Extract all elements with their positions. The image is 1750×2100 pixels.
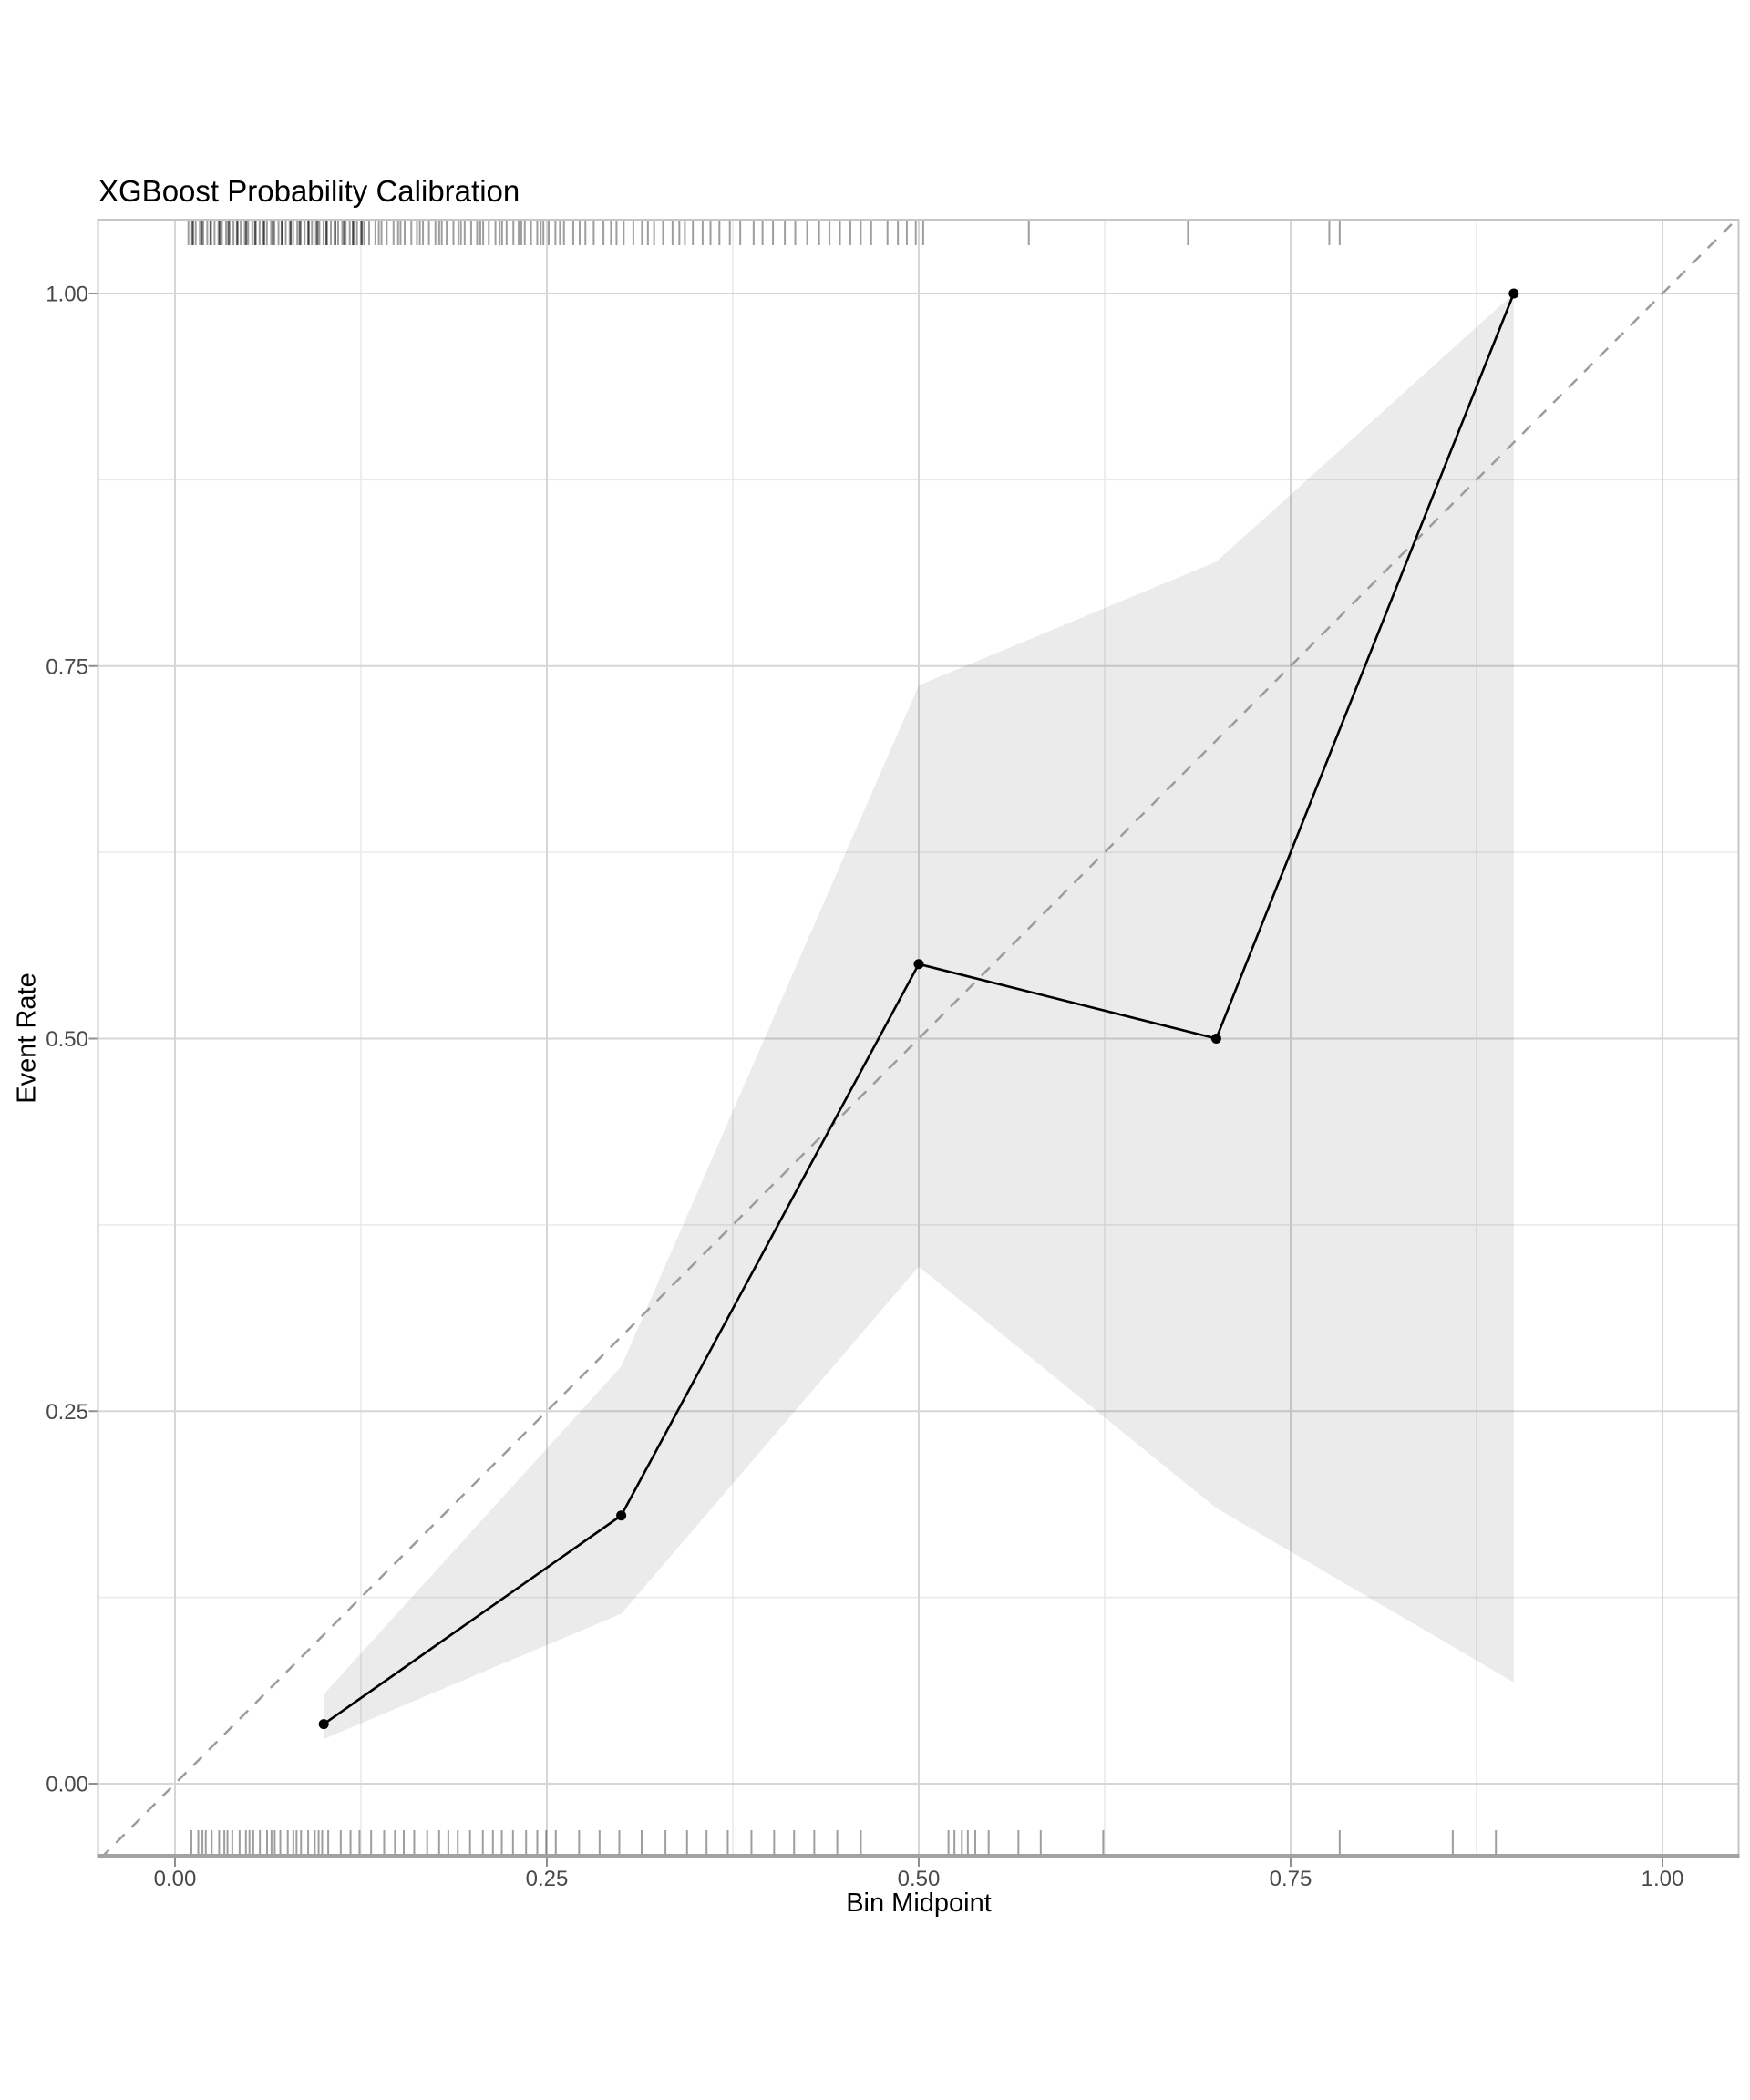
calibration-point — [1508, 288, 1519, 299]
x-tick-label: 0.25 — [526, 1867, 569, 1891]
y-tick-label: 0.75 — [46, 654, 88, 679]
y-tick-label: 0.25 — [46, 1400, 88, 1425]
x-tick-label: 1.00 — [1642, 1867, 1684, 1891]
y-tick-label: 0.50 — [46, 1027, 88, 1052]
x-axis-title: Bin Midpoint — [846, 1889, 992, 1918]
calibration-point — [318, 1719, 329, 1730]
calibration-point — [1210, 1034, 1221, 1044]
x-tick-label: 0.75 — [1270, 1867, 1312, 1891]
y-tick-label: 1.00 — [46, 283, 88, 307]
x-tick-label: 0.50 — [898, 1867, 941, 1891]
x-tick-label: 0.00 — [154, 1867, 197, 1891]
reference-diagonal-line — [99, 218, 1738, 1859]
confidence-ribbon — [324, 293, 1514, 1739]
y-axis-title: Event Rate — [12, 973, 42, 1104]
calibration-point — [616, 1510, 627, 1521]
calibration-point — [913, 959, 924, 970]
chart-title: XGBoost Probability Calibration — [98, 174, 520, 208]
y-tick-label: 0.00 — [46, 1773, 88, 1797]
